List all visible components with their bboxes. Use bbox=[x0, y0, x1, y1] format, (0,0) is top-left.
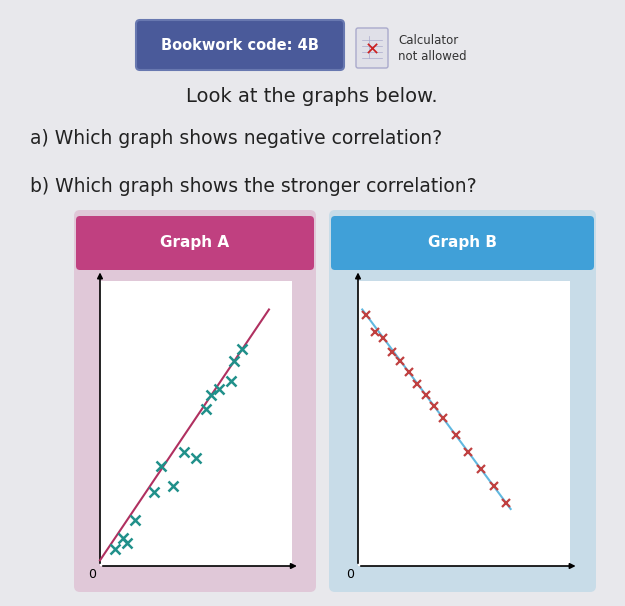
Text: Look at the graphs below.: Look at the graphs below. bbox=[186, 87, 438, 105]
Text: Graph B: Graph B bbox=[429, 236, 498, 250]
Text: a) Which graph shows negative correlation?: a) Which graph shows negative correlatio… bbox=[30, 128, 442, 147]
Text: Bookwork code: 4B: Bookwork code: 4B bbox=[161, 38, 319, 53]
Text: Calculator: Calculator bbox=[398, 33, 458, 47]
FancyBboxPatch shape bbox=[74, 210, 316, 592]
Text: 0: 0 bbox=[88, 568, 96, 581]
Text: Graph A: Graph A bbox=[161, 236, 229, 250]
Bar bbox=[358, 281, 570, 566]
FancyBboxPatch shape bbox=[76, 216, 314, 270]
Text: not allowed: not allowed bbox=[398, 50, 467, 62]
Bar bbox=[100, 281, 292, 566]
FancyBboxPatch shape bbox=[136, 20, 344, 70]
FancyBboxPatch shape bbox=[356, 28, 388, 68]
Text: 0: 0 bbox=[346, 568, 354, 581]
Text: ✕: ✕ bbox=[364, 41, 379, 59]
FancyBboxPatch shape bbox=[331, 216, 594, 270]
Text: b) Which graph shows the stronger correlation?: b) Which graph shows the stronger correl… bbox=[30, 176, 477, 196]
FancyBboxPatch shape bbox=[329, 210, 596, 592]
